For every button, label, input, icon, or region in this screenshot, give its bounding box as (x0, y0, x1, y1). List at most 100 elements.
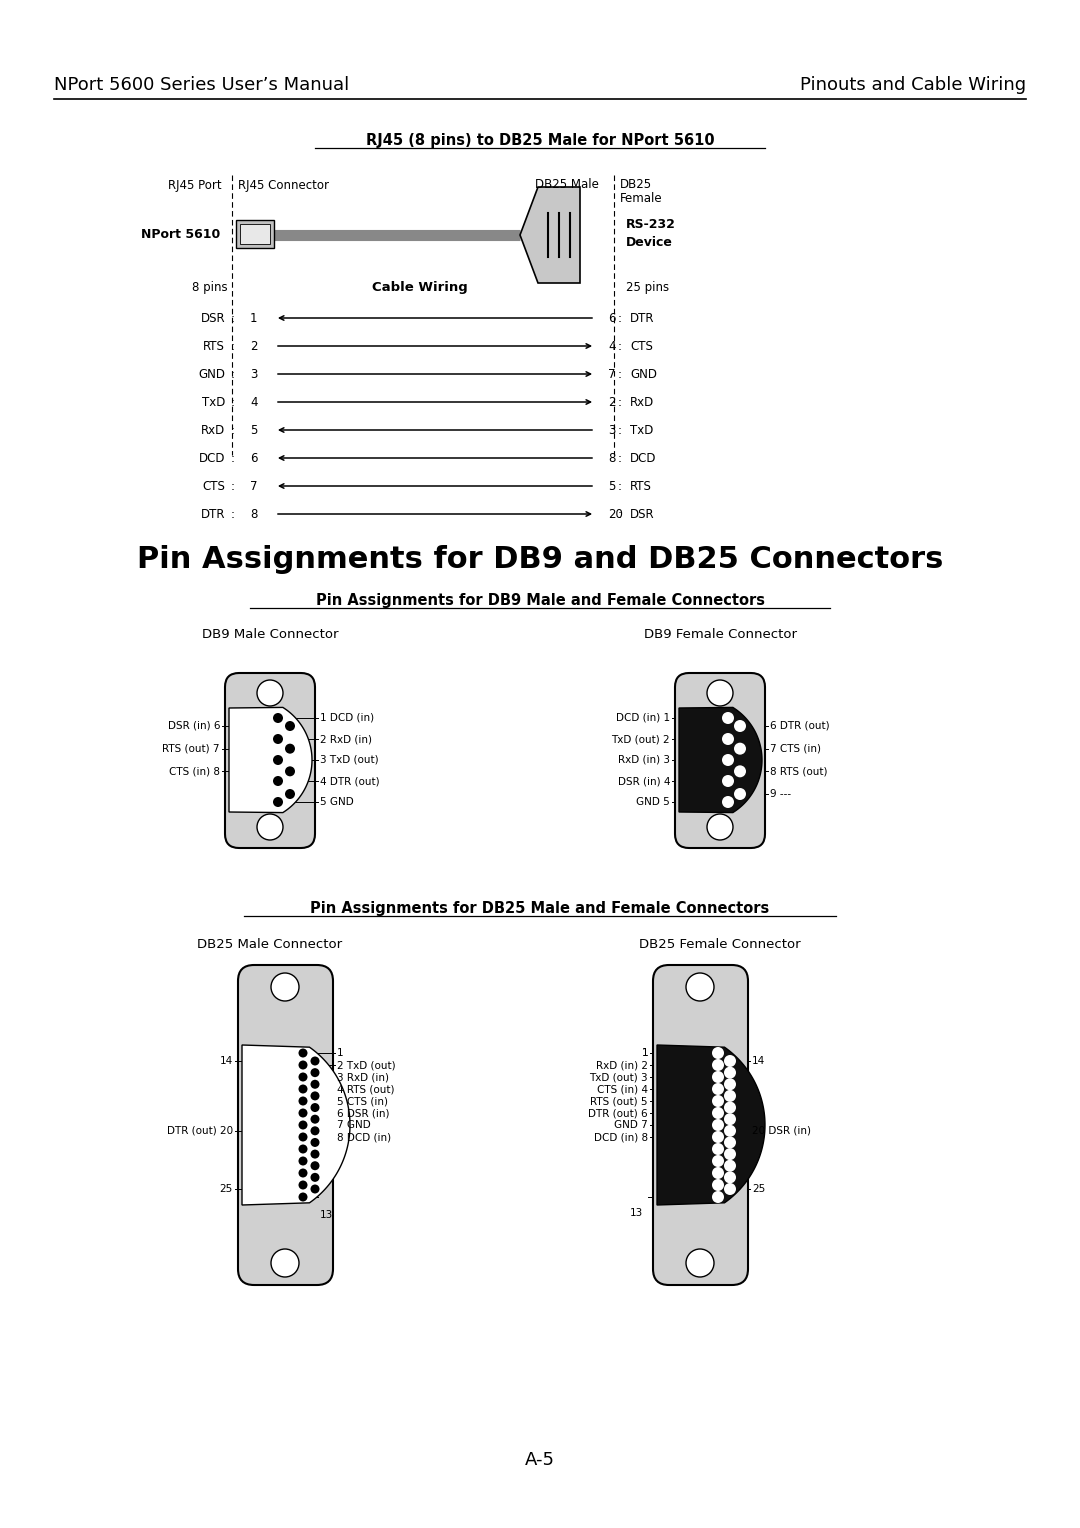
Text: Pin Assignments for DB9 and DB25 Connectors: Pin Assignments for DB9 and DB25 Connect… (137, 545, 943, 575)
Circle shape (724, 1079, 735, 1091)
Text: :: : (231, 312, 235, 324)
FancyBboxPatch shape (237, 220, 274, 248)
Circle shape (724, 1067, 735, 1079)
Circle shape (712, 1143, 724, 1155)
Circle shape (712, 1131, 724, 1143)
Text: 25: 25 (219, 1184, 233, 1193)
Text: :: : (231, 368, 235, 380)
FancyBboxPatch shape (240, 225, 270, 244)
Circle shape (311, 1161, 320, 1170)
Text: 5 GND: 5 GND (320, 798, 354, 807)
Circle shape (285, 767, 295, 776)
Text: DTR: DTR (201, 507, 225, 521)
Circle shape (734, 788, 746, 801)
Circle shape (724, 1114, 735, 1125)
Circle shape (311, 1091, 320, 1100)
Text: DB25: DB25 (620, 179, 652, 191)
Circle shape (271, 1248, 299, 1277)
Circle shape (734, 766, 746, 778)
Circle shape (724, 1054, 735, 1067)
Polygon shape (657, 1045, 765, 1206)
Text: :: : (231, 396, 235, 408)
Text: RxD (in) 2: RxD (in) 2 (596, 1060, 648, 1070)
Text: DSR: DSR (201, 312, 225, 324)
Circle shape (257, 680, 283, 706)
Text: :: : (618, 423, 622, 437)
Circle shape (298, 1181, 308, 1189)
Text: NPort 5600 Series User’s Manual: NPort 5600 Series User’s Manual (54, 76, 349, 95)
Circle shape (311, 1068, 320, 1077)
Circle shape (712, 1167, 724, 1180)
FancyBboxPatch shape (238, 966, 333, 1285)
Text: :: : (618, 451, 622, 465)
Circle shape (723, 753, 734, 766)
Text: CTS (in) 8: CTS (in) 8 (168, 767, 220, 776)
Circle shape (298, 1157, 308, 1166)
Text: 8: 8 (249, 507, 257, 521)
Text: :: : (618, 396, 622, 408)
Circle shape (298, 1060, 308, 1070)
Circle shape (311, 1149, 320, 1158)
FancyBboxPatch shape (225, 672, 315, 848)
Text: 14: 14 (219, 1056, 233, 1067)
Circle shape (712, 1155, 724, 1167)
Circle shape (712, 1083, 724, 1096)
Circle shape (298, 1120, 308, 1129)
Text: 13: 13 (630, 1209, 643, 1218)
Polygon shape (229, 707, 312, 813)
Text: 20 DSR (in): 20 DSR (in) (752, 1126, 811, 1135)
Text: 4: 4 (608, 339, 616, 353)
Text: :: : (231, 507, 235, 521)
Circle shape (298, 1048, 308, 1057)
Text: TxD (out) 3: TxD (out) 3 (590, 1073, 648, 1082)
Circle shape (311, 1080, 320, 1089)
Circle shape (273, 798, 283, 807)
Text: RJ45 Connector: RJ45 Connector (238, 179, 329, 191)
Text: GND 7: GND 7 (615, 1120, 648, 1131)
Text: 13: 13 (320, 1210, 334, 1219)
Text: DCD: DCD (199, 451, 225, 465)
Text: 3 RxD (in): 3 RxD (in) (337, 1073, 389, 1082)
Text: 5: 5 (249, 423, 257, 437)
Text: :: : (618, 368, 622, 380)
Circle shape (723, 733, 734, 746)
Text: 6 DTR (out): 6 DTR (out) (770, 721, 829, 730)
Circle shape (724, 1125, 735, 1137)
Circle shape (311, 1126, 320, 1135)
Text: Pin Assignments for DB9 Male and Female Connectors: Pin Assignments for DB9 Male and Female … (315, 593, 765, 608)
Text: 3: 3 (608, 423, 616, 437)
Text: 8 DCD (in): 8 DCD (in) (337, 1132, 391, 1141)
Polygon shape (679, 707, 762, 813)
Circle shape (724, 1089, 735, 1102)
Text: 2 TxD (out): 2 TxD (out) (337, 1060, 395, 1070)
Text: 2 RxD (in): 2 RxD (in) (320, 733, 372, 744)
Circle shape (724, 1148, 735, 1160)
Text: CTS (in) 4: CTS (in) 4 (597, 1083, 648, 1094)
Text: 6: 6 (249, 451, 257, 465)
Text: DCD: DCD (630, 451, 657, 465)
Text: 7 GND: 7 GND (337, 1120, 370, 1131)
Text: 1: 1 (249, 312, 257, 324)
Circle shape (311, 1056, 320, 1065)
Circle shape (712, 1190, 724, 1203)
Text: TxD (out) 2: TxD (out) 2 (611, 733, 670, 744)
Text: 25 pins: 25 pins (626, 281, 670, 295)
Circle shape (724, 1102, 735, 1114)
Text: DSR: DSR (630, 507, 654, 521)
Text: NPort 5610: NPort 5610 (140, 229, 220, 241)
Text: 2: 2 (249, 339, 257, 353)
Text: 3 TxD (out): 3 TxD (out) (320, 755, 379, 766)
Text: DTR (out) 20: DTR (out) 20 (167, 1126, 233, 1135)
Text: :: : (231, 480, 235, 492)
Circle shape (712, 1180, 724, 1190)
Text: DB25 Male Connector: DB25 Male Connector (198, 938, 342, 952)
Text: :: : (618, 312, 622, 324)
Text: 4: 4 (249, 396, 257, 408)
Text: 1: 1 (642, 1048, 648, 1057)
Circle shape (707, 680, 733, 706)
Circle shape (724, 1137, 735, 1149)
Text: GND: GND (198, 368, 225, 380)
Circle shape (311, 1184, 320, 1193)
Text: GND: GND (630, 368, 657, 380)
Circle shape (298, 1192, 308, 1201)
